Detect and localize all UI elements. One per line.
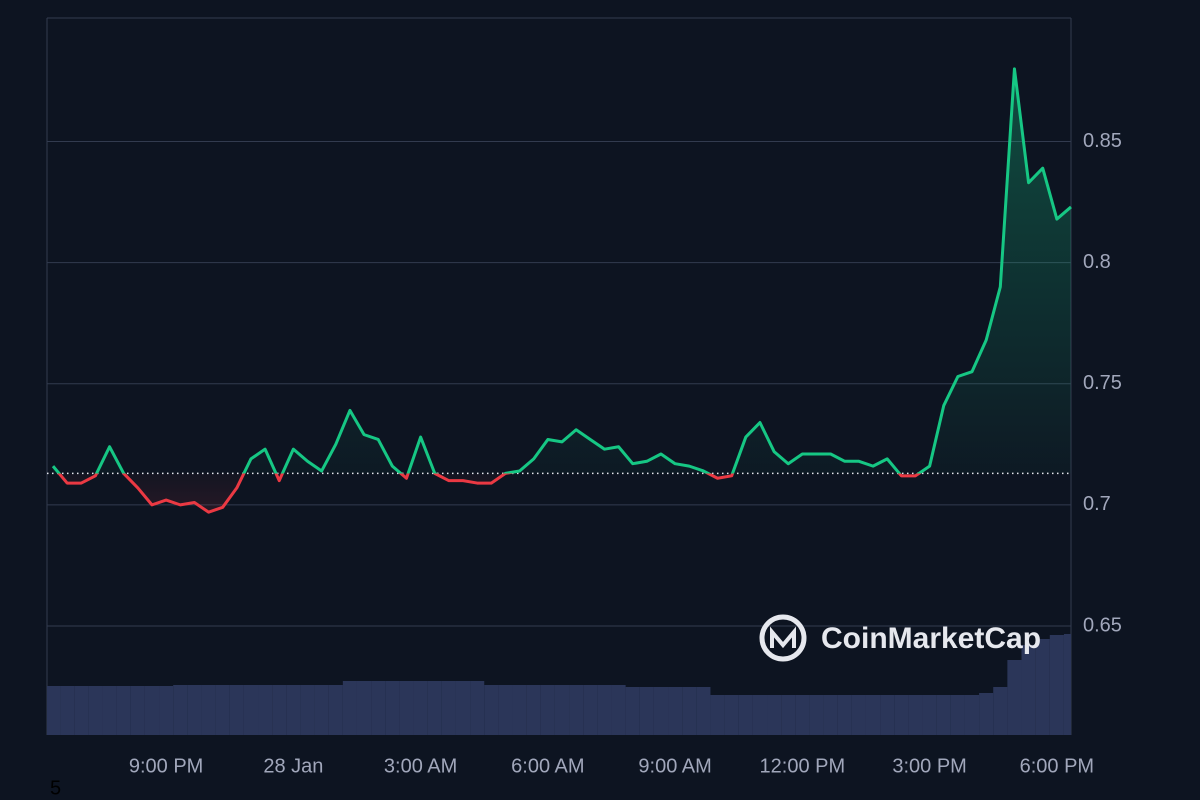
volume-bar — [569, 685, 584, 735]
volume-bar — [851, 695, 866, 735]
volume-bar — [159, 686, 174, 735]
volume-bar — [413, 681, 428, 735]
volume-bar — [724, 695, 739, 735]
volume-bar — [300, 685, 315, 735]
volume-bar — [116, 686, 131, 735]
y-tick-label: 0.65 — [1083, 614, 1122, 636]
y-tick-label: 0.7 — [1083, 493, 1111, 515]
volume-bar — [964, 695, 980, 735]
volume-bar — [894, 695, 909, 735]
volume-bar — [427, 681, 442, 735]
volume-bar — [639, 687, 654, 735]
volume-bar — [540, 685, 555, 735]
y-tick-label: 0.8 — [1083, 251, 1111, 273]
volume-bar — [130, 686, 145, 735]
volume-bar — [1063, 634, 1071, 735]
volume-bar — [328, 685, 343, 735]
x-tick-label: 3:00 AM — [384, 755, 457, 777]
volume-bar — [865, 695, 881, 735]
volume-bar — [752, 695, 768, 735]
volume-bar — [611, 685, 626, 735]
volume-bar — [653, 687, 669, 735]
volume-bar — [950, 695, 965, 735]
volume-bar — [314, 685, 329, 735]
volume-bar — [102, 686, 117, 735]
logo-m — [770, 626, 796, 649]
volume-bar — [795, 695, 810, 735]
x-tick-label: 6:00 PM — [1020, 755, 1094, 777]
volume-bar — [371, 681, 386, 735]
volume-bar — [243, 685, 259, 735]
volume-bar — [625, 687, 640, 735]
x-tick-label: 12:00 PM — [760, 755, 846, 777]
volume-bar — [710, 695, 725, 735]
volume-bar — [823, 695, 838, 735]
volume-bar — [1021, 645, 1036, 735]
volume-bar — [342, 681, 357, 735]
volume-bar — [767, 695, 782, 735]
volume-bar — [837, 695, 852, 735]
volume-bar — [484, 685, 499, 735]
volume-bar — [1007, 660, 1022, 735]
volume-bar — [993, 687, 1008, 735]
volume-bar — [272, 685, 287, 735]
volume-bar — [441, 681, 456, 735]
volume-bar — [880, 695, 895, 735]
volume-bar — [583, 685, 598, 735]
volume-bar — [74, 686, 89, 735]
volume-bar — [229, 685, 244, 735]
volume-bar — [286, 685, 301, 735]
volume-bar — [1035, 639, 1050, 735]
volume-bar — [201, 685, 216, 735]
x-tick-label: 9:00 AM — [638, 755, 711, 777]
volume-bar — [554, 685, 570, 735]
price-area — [53, 68, 1071, 513]
watermark-text: CoinMarketCap — [821, 622, 1041, 655]
volume-bar — [215, 685, 230, 735]
volume-bar — [498, 685, 513, 735]
volume-bar — [60, 686, 75, 735]
volume-bar — [696, 687, 711, 735]
volume-bar — [668, 687, 683, 735]
y-tick-label: 0.75 — [1083, 372, 1122, 394]
x-tick-label: 6:00 AM — [511, 755, 584, 777]
volume-bar — [187, 685, 202, 735]
watermark: CoinMarketCap — [759, 614, 1041, 662]
volume-bar — [385, 681, 400, 735]
logo-ring — [759, 614, 807, 662]
x-tick-label: 3:00 PM — [892, 755, 966, 777]
price-line — [51, 67, 1072, 514]
volume-bar — [258, 685, 273, 735]
x-tick-label: 28 Jan — [263, 755, 323, 777]
footnote: 5 — [50, 777, 61, 799]
volume-bar — [144, 686, 160, 735]
volume-bar — [908, 695, 923, 735]
volume-bar — [470, 681, 485, 735]
volume-bar — [781, 695, 796, 735]
volume-bar — [809, 695, 824, 735]
volume-bar — [682, 687, 697, 735]
volume-bar — [455, 681, 471, 735]
volume-bar — [356, 681, 372, 735]
volume-bar — [738, 695, 753, 735]
volume-bar — [922, 695, 937, 735]
volume-bar — [979, 693, 994, 735]
volume-bar — [173, 685, 188, 735]
volume-bar — [597, 685, 612, 735]
volume-bar — [1049, 635, 1064, 735]
x-tick-label: 9:00 PM — [129, 755, 203, 777]
volume-bar — [936, 695, 951, 735]
volume-bar — [399, 681, 414, 735]
y-tick-label: 0.85 — [1083, 130, 1122, 152]
volume-bar — [512, 685, 527, 735]
volume-bar — [526, 685, 541, 735]
volume-bar — [47, 686, 61, 735]
volume-bar — [88, 686, 103, 735]
